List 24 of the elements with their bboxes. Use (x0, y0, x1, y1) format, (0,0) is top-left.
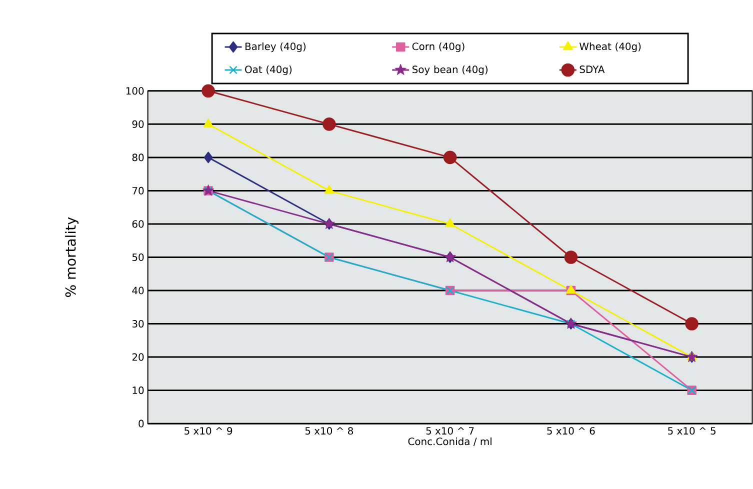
y-tick-label: 10 (132, 386, 144, 394)
y-tick-label: 90 (132, 120, 144, 128)
legend-label: SDYA (580, 66, 605, 74)
y-tick-label: 20 (132, 354, 144, 362)
x-tick-label: 5 x10 ^ 7 (426, 427, 474, 435)
y-tick-label: 40 (132, 286, 144, 295)
y-tick-label: 30 (132, 320, 144, 328)
legend-label: Oat (40g) (245, 66, 292, 76)
legend-label: Corn (40g) (412, 42, 464, 52)
y-tick-label: 70 (132, 187, 144, 195)
x-tick-label: 5 x10 ^ 5 (668, 427, 716, 435)
legend-label: Barley (40g) (246, 42, 306, 52)
x-axis-title: Conc.Conida / ml (408, 438, 492, 446)
y-axis-title: % mortality (65, 217, 79, 298)
y-tick-label: 0 (138, 420, 144, 428)
x-tick-label: 5 x10 ^ 8 (305, 427, 354, 435)
x-tick-label: 5 x10 ^ 9 (184, 427, 232, 435)
legend-label: Soy bean (40g) (412, 66, 488, 76)
y-tick-label: 50 (132, 254, 144, 262)
y-tick-label: 80 (132, 154, 144, 162)
y-tick-label: 100 (126, 87, 144, 95)
y-tick-label: 60 (132, 220, 144, 228)
legend-label: Wheat (40g) (579, 42, 641, 52)
x-tick-label: 5 x10 ^ 6 (547, 427, 595, 435)
